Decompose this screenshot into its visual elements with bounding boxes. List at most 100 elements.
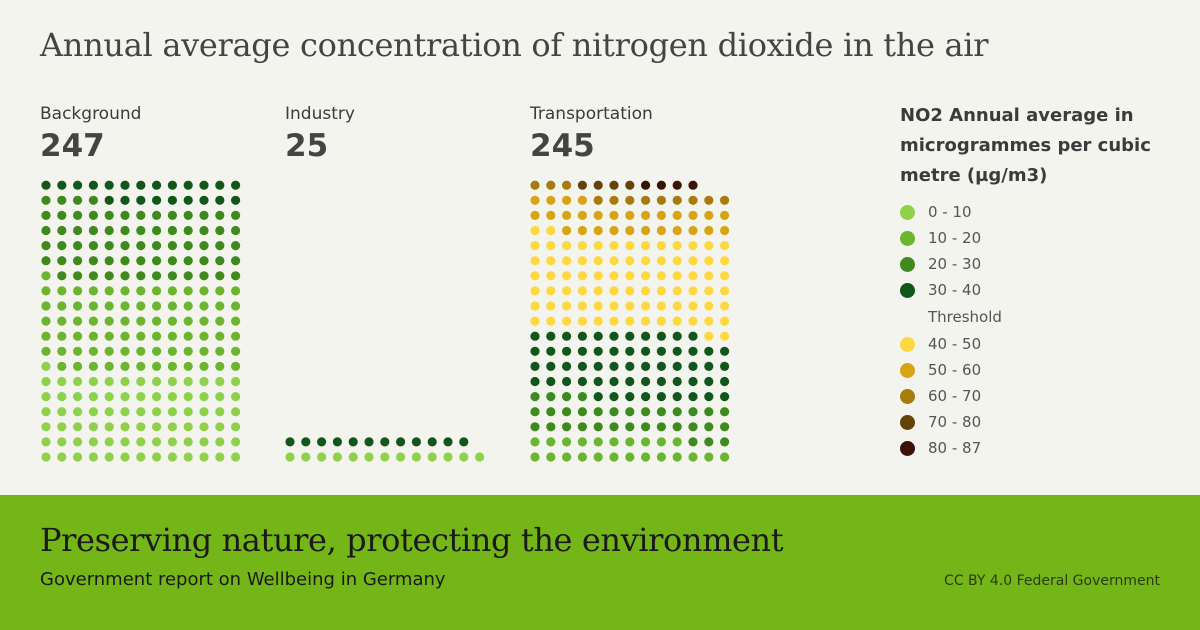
legend-swatch-60-70 (900, 389, 915, 404)
waffle-dot-background-0-10 (104, 422, 114, 432)
legend-label-70-80: 70 - 80 (928, 413, 982, 431)
waffle-dot-industry-0-10 (285, 452, 295, 462)
waffle-dot-background-10-20 (183, 331, 193, 341)
waffle-dot-background-0-10 (104, 407, 114, 417)
waffle-dot-transportation-30-40 (688, 346, 698, 356)
waffle-dot-background-10-20 (199, 286, 209, 296)
waffle-dot-industry-30-40 (285, 437, 295, 447)
waffle-dot-industry-0-10 (364, 452, 374, 462)
waffle-dot-background-10-20 (167, 286, 177, 296)
waffle-dot-transportation-40-50 (625, 316, 635, 326)
waffle-dot-transportation-20-30 (625, 407, 635, 417)
waffle-dot-background-30-40 (183, 180, 193, 190)
waffle-dot-background-0-10 (152, 452, 162, 462)
waffle-dot-background-10-20 (120, 346, 130, 356)
waffle-dot-background-10-20 (152, 316, 162, 326)
waffle-dot-transportation-40-50 (641, 286, 651, 296)
waffle-dot-transportation-40-50 (625, 301, 635, 311)
waffle-dot-transportation-60-70 (656, 195, 667, 205)
legend-label-0-10: 0 - 10 (928, 203, 972, 221)
waffle-dot-background-20-30 (73, 210, 83, 220)
waffle-dot-background-10-20 (215, 361, 225, 371)
waffle-dot-background-0-10 (215, 452, 225, 462)
waffle-dot-transportation-20-30 (625, 422, 635, 432)
waffle-dot-transportation-30-40 (672, 376, 682, 387)
waffle-dot-transportation-40-50 (656, 256, 667, 266)
waffle-dot-transportation-30-40 (672, 361, 682, 371)
waffle-dot-background-20-30 (199, 210, 209, 220)
waffle-dot-transportation-20-30 (672, 422, 682, 432)
waffle-dot-transportation-80-87 (641, 180, 651, 190)
legend-label-30-40: 30 - 40 (928, 281, 982, 299)
waffle-dot-background-10-20 (104, 331, 114, 341)
waffle-dot-background-0-10 (167, 392, 177, 402)
waffle-dot-transportation-10-20 (609, 452, 619, 462)
waffle-dot-industry-30-40 (380, 437, 390, 447)
waffle-dot-transportation-20-30 (530, 422, 540, 432)
waffle-dot-background-30-40 (104, 180, 114, 190)
waffle-dot-background-10-20 (152, 286, 162, 296)
legend-swatch-10-20 (900, 231, 915, 246)
waffle-dot-transportation-50-60 (672, 210, 682, 220)
waffle-dot-transportation-30-40 (593, 392, 603, 402)
waffle-dot-transportation-40-50 (562, 271, 572, 281)
waffle-dot-transportation-30-40 (641, 376, 651, 387)
waffle-dot-background-10-20 (120, 286, 130, 296)
waffle-dot-transportation-20-30 (688, 422, 698, 432)
waffle-dot-background-0-10 (231, 422, 241, 432)
waffle-dot-transportation-40-50 (625, 256, 635, 266)
waffle-dot-background-10-20 (152, 361, 162, 371)
waffle-dot-background-20-30 (88, 271, 98, 281)
waffle-dot-transportation-40-50 (562, 256, 572, 266)
legend-label-10-20: 10 - 20 (928, 229, 982, 247)
waffle-dot-transportation-10-20 (530, 437, 540, 447)
waffle-dot-transportation-40-50 (688, 241, 698, 251)
legend-label-80-87: 80 - 87 (928, 439, 982, 457)
waffle-dot-background-20-30 (136, 210, 146, 220)
waffle-dot-transportation-40-50 (672, 286, 682, 296)
waffle-dot-transportation-30-40 (562, 331, 572, 341)
waffle-dot-background-0-10 (152, 437, 162, 447)
waffle-dot-background-0-10 (199, 437, 209, 447)
waffle-dot-background-20-30 (120, 241, 130, 251)
waffle-dot-transportation-10-20 (593, 452, 603, 462)
waffle-dot-industry-30-40 (443, 437, 453, 447)
legend-item-20-30: 20 - 30 (900, 251, 1180, 277)
waffle-dot-background-20-30 (57, 225, 67, 236)
waffle-dot-transportation-40-50 (641, 271, 651, 281)
legend-swatch-20-30 (900, 257, 915, 272)
waffle-dot-background-20-30 (152, 256, 162, 266)
waffle-dot-transportation-20-30 (704, 437, 714, 447)
waffle-dot-background-30-40 (183, 195, 193, 205)
waffle-dot-background-0-10 (167, 407, 177, 417)
panel-value-transportation: 245 (530, 128, 595, 164)
waffle-dot-background-30-40 (167, 180, 177, 190)
waffle-dot-background-0-10 (41, 407, 51, 417)
waffle-dot-background-0-10 (215, 407, 225, 417)
legend-item-30-40: 30 - 40 (900, 277, 1180, 303)
waffle-dot-background-0-10 (120, 452, 130, 462)
waffle-dot-transportation-20-30 (641, 407, 651, 417)
waffle-dot-transportation-40-50 (530, 316, 540, 326)
waffle-dot-transportation-50-60 (704, 210, 714, 220)
waffle-dot-background-0-10 (41, 376, 51, 387)
waffle-dot-background-10-20 (152, 346, 162, 356)
waffle-dot-background-0-10 (183, 392, 193, 402)
waffle-dot-transportation-50-60 (641, 210, 651, 220)
waffle-dot-transportation-30-40 (656, 392, 667, 402)
waffle-dot-industry-30-40 (332, 437, 342, 447)
waffle-dot-transportation-70-80 (609, 180, 619, 190)
waffle-dot-transportation-30-40 (593, 361, 603, 371)
waffle-dot-transportation-20-30 (609, 422, 619, 432)
waffle-dot-transportation-10-20 (641, 452, 651, 462)
waffle-dot-transportation-30-40 (609, 392, 619, 402)
waffle-dot-background-20-30 (136, 256, 146, 266)
waffle-dot-transportation-10-20 (656, 452, 667, 462)
waffle-dot-background-0-10 (183, 376, 193, 387)
waffle-dot-background-0-10 (167, 437, 177, 447)
waffle-dot-transportation-40-50 (704, 331, 714, 341)
waffle-dot-transportation-20-30 (546, 407, 556, 417)
waffle-dot-background-10-20 (199, 301, 209, 311)
waffle-dot-background-0-10 (199, 392, 209, 402)
waffle-dot-transportation-70-80 (625, 180, 635, 190)
